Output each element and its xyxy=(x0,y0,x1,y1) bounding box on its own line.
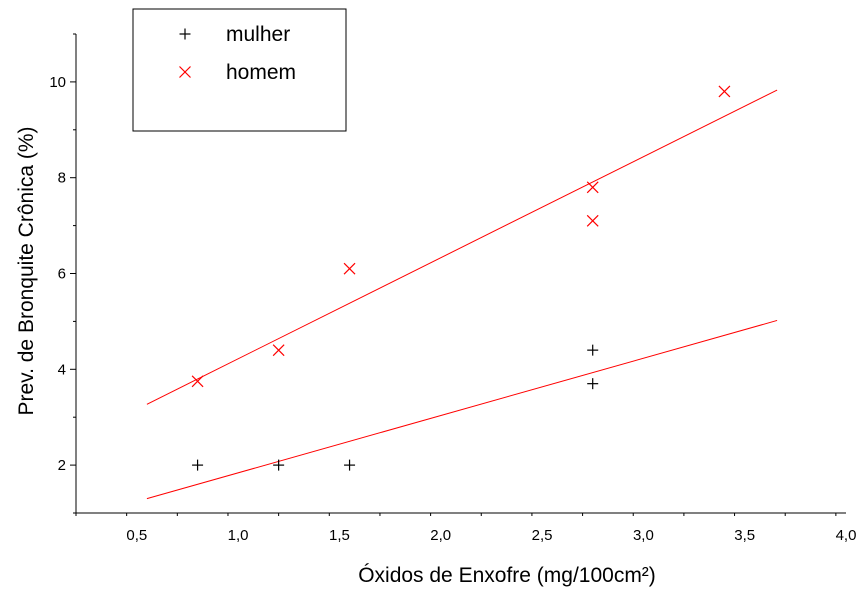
y-axis-title: Prev. de Bronquite Crônica (%) xyxy=(15,126,38,415)
x-tick-label: 4,0 xyxy=(836,527,857,544)
fit-lines xyxy=(146,89,778,500)
marker-stroke xyxy=(586,214,599,227)
y-tick-label: 8 xyxy=(58,170,66,187)
data-point-homem xyxy=(191,375,204,388)
legend-box xyxy=(132,8,347,132)
legend-label-homem: homem xyxy=(226,61,296,84)
marker-stroke xyxy=(586,181,599,194)
y-tick-label: 2 xyxy=(58,457,66,474)
data-point-homem xyxy=(718,85,731,98)
data-point-mulher xyxy=(273,459,285,471)
y-axis-ticks: 2 4 6 8 10 xyxy=(49,33,76,514)
x-tick-label: 1,5 xyxy=(329,527,350,544)
legend-marker-homem xyxy=(179,66,191,78)
data-points xyxy=(191,85,731,471)
legend-label-mulher: mulher xyxy=(226,23,290,46)
legend: mulher homem xyxy=(132,8,347,132)
x-tick-label: 1,0 xyxy=(228,527,249,544)
x-tick-label: 3,0 xyxy=(633,527,654,544)
x-tick-label: 0,5 xyxy=(126,527,147,544)
data-point-homem xyxy=(343,262,356,275)
fit-line-homem xyxy=(146,89,778,405)
data-point-mulher xyxy=(192,459,204,471)
y-tick-label: 10 xyxy=(49,74,66,91)
marker-stroke xyxy=(343,262,356,275)
x-tick-label: 2,0 xyxy=(430,527,451,544)
data-point-mulher xyxy=(587,344,599,356)
legend-marker-mulher xyxy=(179,28,191,40)
x-axis-title: Óxidos de Enxofre (mg/100cm²) xyxy=(358,564,656,587)
legend-plus-symbol xyxy=(179,28,191,40)
x-axis-ticks: 0,5 1,0 1,5 2,0 2,5 3,0 3,5 4,0 xyxy=(75,513,857,544)
data-point-homem xyxy=(586,181,599,194)
legend-x-symbol xyxy=(179,66,191,78)
fit-line-mulher xyxy=(146,319,778,500)
y-tick-label: 6 xyxy=(58,266,66,283)
data-point-homem xyxy=(586,214,599,227)
marker-stroke xyxy=(272,344,285,357)
data-point-homem xyxy=(272,344,285,357)
marker-stroke xyxy=(718,85,731,98)
y-tick-label: 4 xyxy=(58,361,66,378)
x-tick-label: 3,5 xyxy=(734,527,755,544)
marker-stroke xyxy=(179,66,191,78)
data-point-mulher xyxy=(587,378,599,390)
x-tick-label: 2,5 xyxy=(532,527,553,544)
marker-stroke xyxy=(191,375,204,388)
data-point-mulher xyxy=(344,459,356,471)
